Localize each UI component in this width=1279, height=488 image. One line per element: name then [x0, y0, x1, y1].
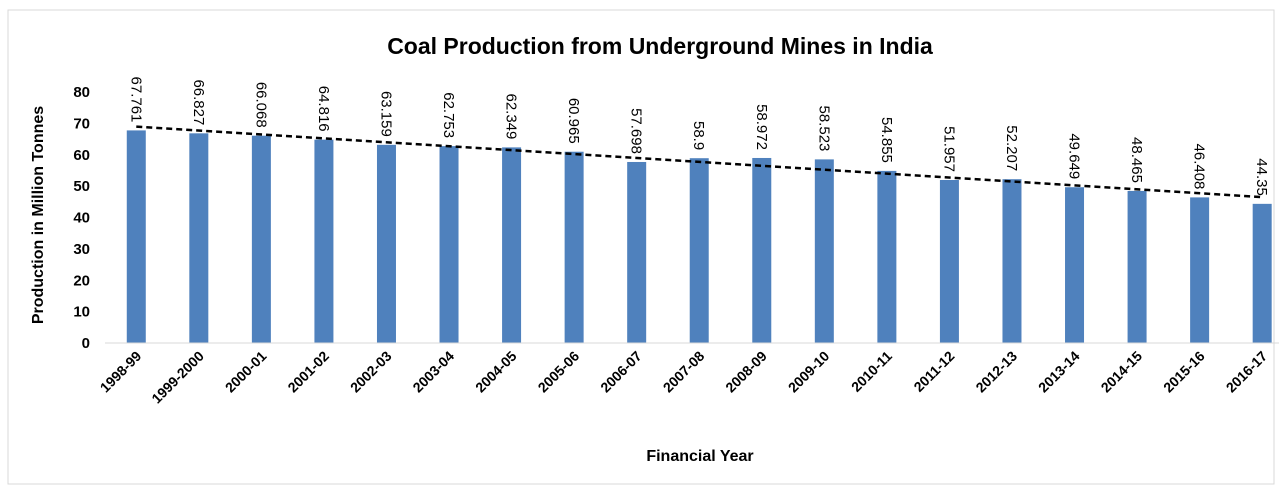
y-tick-label: 60: [73, 147, 90, 164]
data-label: 64.816: [315, 86, 332, 132]
data-label: 58.9: [690, 121, 707, 150]
data-label: 54.855: [878, 117, 895, 163]
data-label: 58.523: [815, 105, 832, 151]
data-label: 48.465: [1128, 137, 1145, 183]
data-label: 44.35: [1253, 158, 1270, 196]
x-axis-title: Financial Year: [646, 448, 753, 465]
data-label: 66.827: [190, 79, 207, 125]
y-axis-title: Production in Million Tonnes: [30, 106, 47, 324]
data-label: 51.957: [940, 126, 957, 172]
data-label: 46.408: [1191, 144, 1208, 190]
trendline: [136, 125, 1263, 199]
bar: [314, 139, 334, 343]
data-label: 62.349: [503, 93, 520, 139]
bar: [376, 144, 396, 343]
y-tick-label: 70: [73, 115, 90, 132]
bar: [1190, 197, 1210, 343]
bar: [939, 179, 959, 343]
bar: [126, 130, 146, 343]
data-label: 60.965: [565, 98, 582, 144]
y-tick-label: 80: [73, 84, 90, 101]
data-label: 49.649: [1066, 133, 1083, 179]
y-tick-label: 30: [73, 241, 90, 258]
data-label: 57.698: [628, 108, 645, 154]
data-label: 63.159: [377, 91, 394, 137]
data-label: 67.761: [127, 77, 144, 123]
bar: [752, 157, 772, 343]
bar: [439, 146, 459, 343]
bar: [877, 170, 897, 343]
bar: [251, 135, 271, 343]
y-tick-label: 40: [73, 210, 90, 227]
y-tick-label: 50: [73, 178, 90, 195]
bar: [1252, 203, 1272, 343]
chart-title: Coal Production from Underground Mines i…: [387, 33, 933, 59]
bar: [1065, 187, 1085, 343]
bar: [814, 159, 834, 343]
bar: [502, 147, 522, 343]
y-tick-label: 20: [73, 272, 90, 289]
data-label: 62.753: [440, 92, 457, 138]
y-tick-label: 10: [73, 304, 90, 321]
bar: [564, 151, 584, 343]
data-label: 52.207: [1003, 125, 1020, 171]
bar: [1127, 190, 1147, 343]
y-tick-label: 0: [82, 335, 90, 352]
bar: [689, 158, 709, 343]
data-label: 58.972: [753, 104, 770, 150]
bar: [189, 133, 209, 343]
bar: [627, 161, 647, 343]
data-label: 66.068: [252, 82, 269, 128]
bar: [1002, 179, 1022, 343]
